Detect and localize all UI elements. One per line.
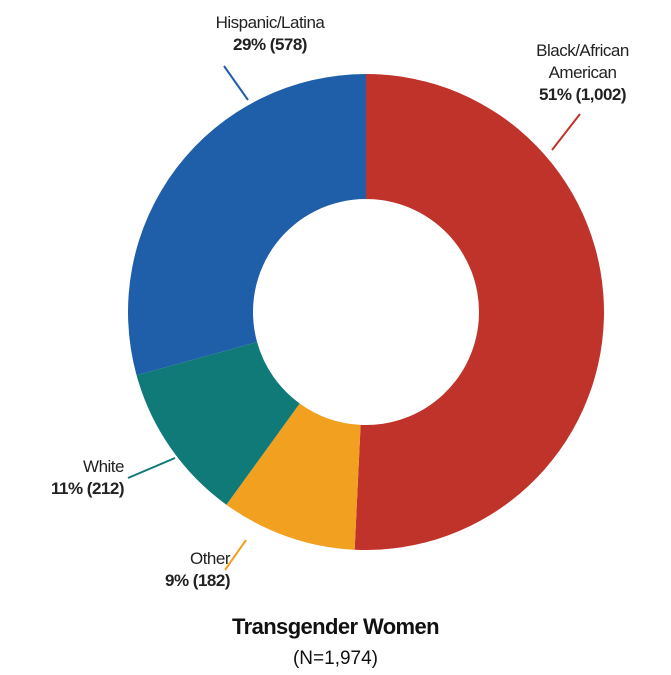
leader-line [223,65,249,101]
value-label: 51% (1,002) [538,85,627,104]
slice-label: Other 9% (182) [130,548,230,592]
leader-lines [127,65,581,571]
slice-label: Black/African American 51% (1,002) [515,40,650,106]
category-label: Black/African American [536,41,629,82]
category-label: Other [189,549,231,568]
leader-line [551,113,581,151]
value-label: 11% (212) [51,479,125,498]
leader-line [224,539,247,571]
chart-title: Transgender Women [232,614,440,639]
donut-slice [226,403,361,550]
value-label: 29% (578) [233,35,307,54]
slice-label: Hispanic/Latina 29% (578) [190,12,350,56]
category-label: Hispanic/Latina [215,13,325,32]
leader-line [127,457,176,479]
donut-slice [128,74,366,376]
donut-slice [354,74,604,550]
value-label: 9% (182) [165,571,230,590]
slice-label: White 11% (212) [0,456,125,500]
chart-subtitle: (N=1,974) [292,648,379,669]
donut-slice [136,342,300,505]
category-label: White [83,457,124,476]
